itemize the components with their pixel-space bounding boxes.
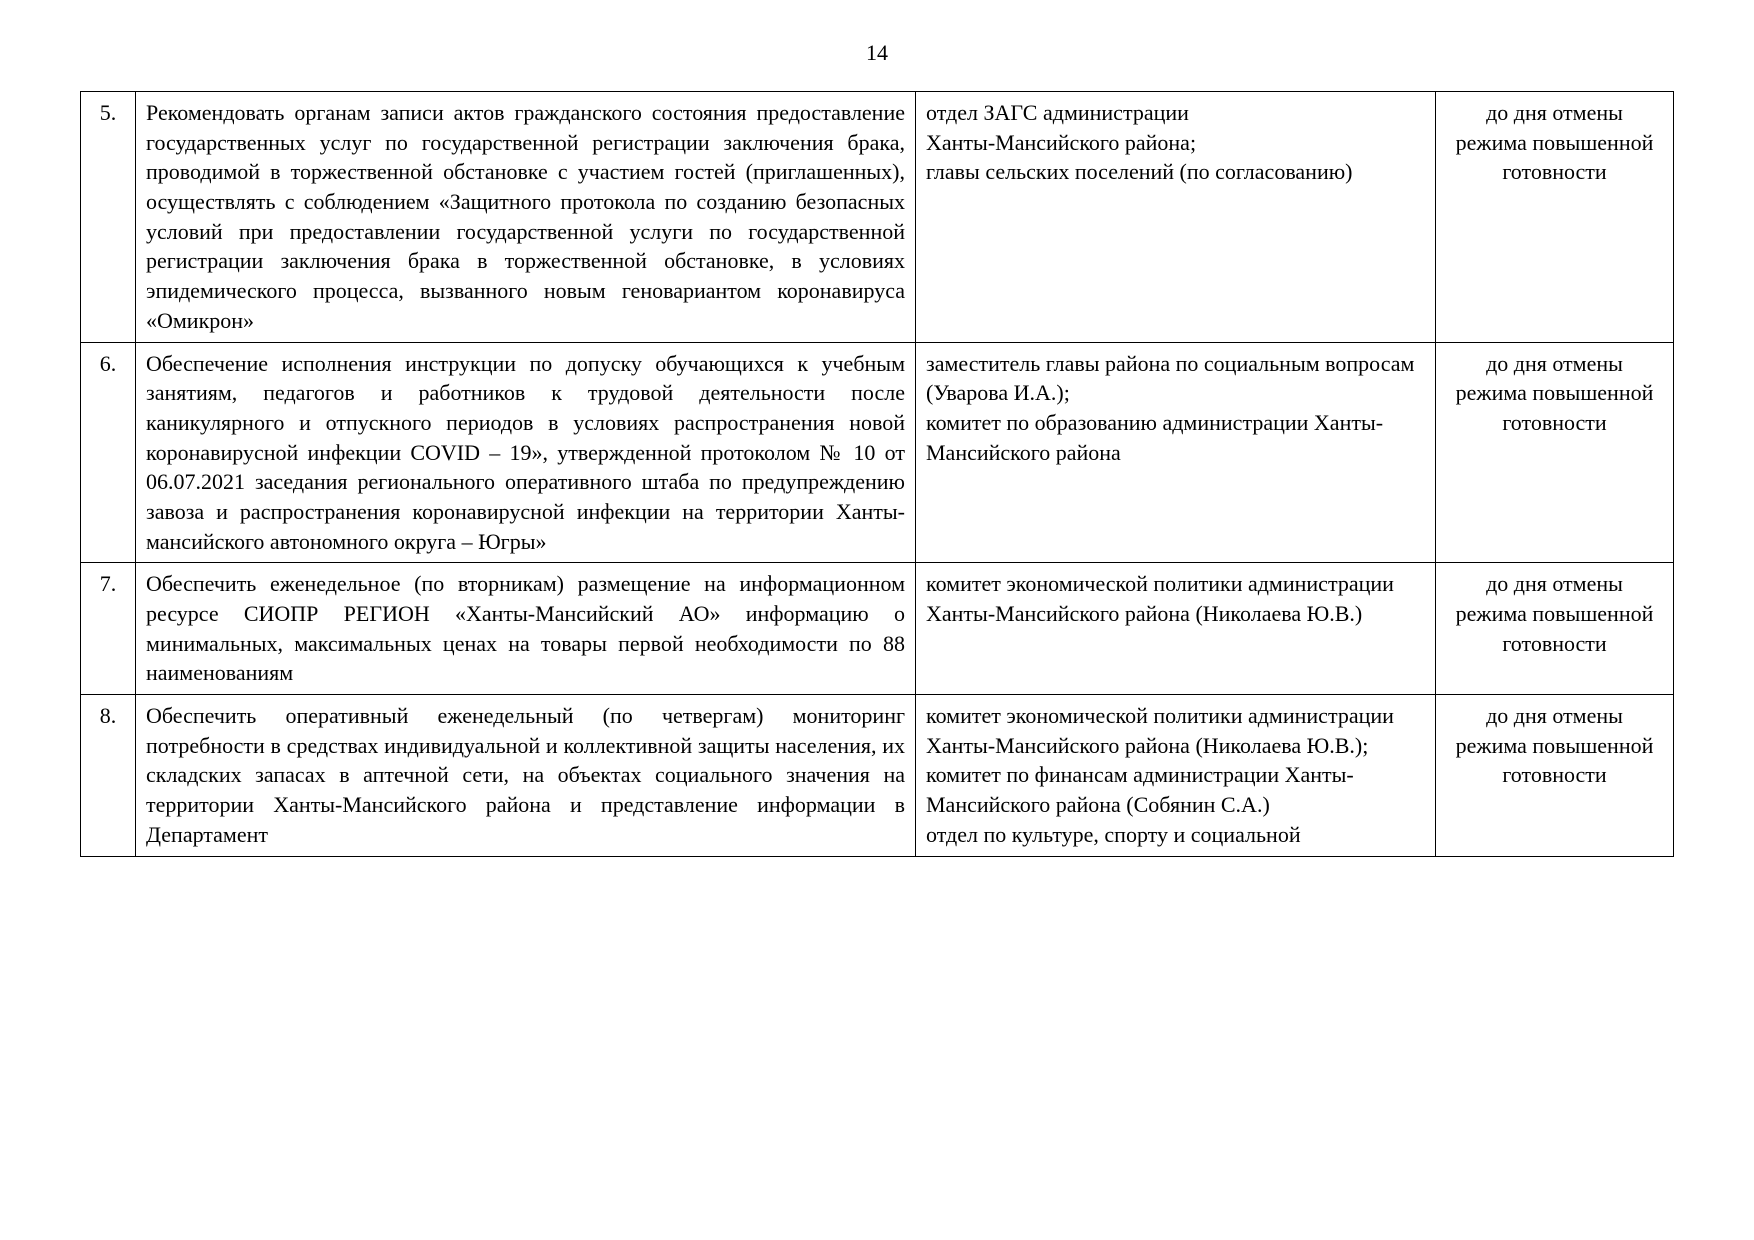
row-description: Рекомендовать органам записи актов гражд… [136,92,916,343]
row-description: Обеспечить еженедельное (по вторникам) р… [136,563,916,695]
row-number: 7. [81,563,136,695]
row-responsible: заместитель главы района по социальным в… [916,342,1436,563]
page-number: 14 [80,40,1674,66]
table-row: 5. Рекомендовать органам записи актов гр… [81,92,1674,343]
row-deadline: до дня отменырежима повышеннойготовности [1436,695,1674,856]
row-deadline: до дня отменырежима повышеннойготовности [1436,563,1674,695]
row-responsible: отдел ЗАГС администрацииХанты-Мансийског… [916,92,1436,343]
table-row: 8. Обеспечить оперативный еженедельный (… [81,695,1674,856]
table-row: 7. Обеспечить еженедельное (по вторникам… [81,563,1674,695]
document-table: 5. Рекомендовать органам записи актов гр… [80,91,1674,857]
row-responsible: комитет экономической политики администр… [916,695,1436,856]
row-description: Обеспечить оперативный еженедельный (по … [136,695,916,856]
row-deadline: до дня отменырежима повышеннойготовности [1436,342,1674,563]
row-number: 8. [81,695,136,856]
row-deadline: до дня отменырежима повышеннойготовности [1436,92,1674,343]
table-row: 6. Обеспечение исполнения инструкции по … [81,342,1674,563]
row-responsible: комитет экономической политики администр… [916,563,1436,695]
row-number: 5. [81,92,136,343]
row-number: 6. [81,342,136,563]
row-description: Обеспечение исполнения инструкции по доп… [136,342,916,563]
